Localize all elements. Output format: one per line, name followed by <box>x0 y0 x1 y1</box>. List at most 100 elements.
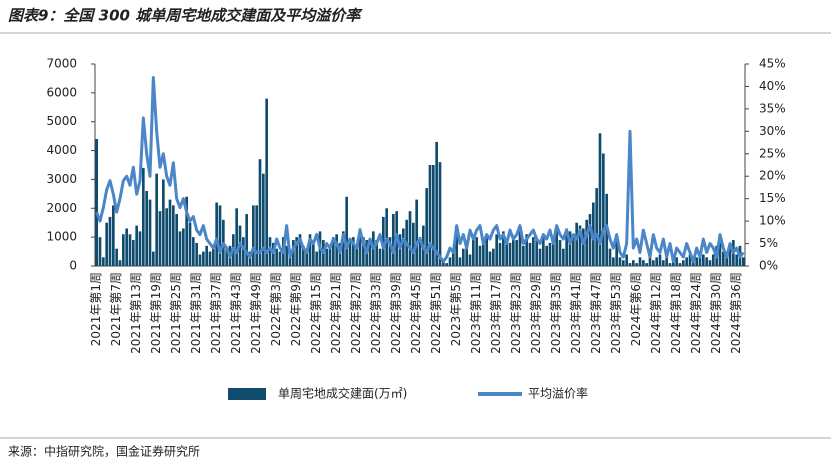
bar <box>648 257 652 266</box>
bar <box>608 248 612 266</box>
bar <box>602 153 605 266</box>
bar <box>678 263 682 266</box>
bar <box>485 237 488 266</box>
bar <box>325 248 328 266</box>
legend-label: 单周宅地成交建面(万㎡) <box>278 386 407 401</box>
bar <box>212 248 215 266</box>
bar <box>532 237 535 266</box>
bar <box>278 251 282 266</box>
bar <box>445 263 448 266</box>
x-tick-label: 2022年第3周 <box>269 272 283 346</box>
y-tick-label: 4000 <box>46 143 77 157</box>
bar <box>488 251 492 266</box>
bar <box>275 248 278 266</box>
bar <box>565 228 568 266</box>
bar <box>218 205 222 266</box>
x-tick-label: 2022年第33周 <box>369 272 383 354</box>
x-tick-label: 2023年第41周 <box>569 272 583 354</box>
bar <box>428 165 432 266</box>
bar <box>672 260 675 266</box>
bar <box>102 257 105 266</box>
source: 来源：中指研究院，国金证券研究所 <box>8 444 200 459</box>
bar <box>162 179 165 266</box>
legend-label: 平均溢价率 <box>528 386 588 401</box>
y-tick-label: 1000 <box>46 230 77 244</box>
bar <box>538 248 542 266</box>
bar <box>158 211 162 266</box>
x-tick-label: 2024年第6周 <box>629 272 643 346</box>
x-tick-label: 2021年第13周 <box>129 272 143 354</box>
bar <box>512 237 515 266</box>
bar <box>492 248 495 266</box>
bar <box>438 162 442 266</box>
bar <box>168 199 172 266</box>
bar <box>285 245 288 266</box>
bar <box>615 240 618 266</box>
bar <box>352 237 355 266</box>
bar <box>252 205 255 266</box>
bar <box>462 248 465 266</box>
bar <box>415 199 418 266</box>
bar <box>198 254 202 266</box>
bar <box>262 173 265 266</box>
y-tick-label: 3000 <box>46 172 77 186</box>
y-tick-label: 5000 <box>46 114 77 128</box>
bar <box>495 234 498 266</box>
bar <box>348 240 352 266</box>
y2-tick-label: 5% <box>759 236 778 250</box>
bar <box>682 260 685 266</box>
bar <box>472 240 475 266</box>
bar <box>362 237 365 266</box>
bar <box>128 234 132 266</box>
y2-tick-label: 25% <box>759 146 786 160</box>
bar <box>418 237 422 266</box>
y-tick-label: 6000 <box>46 85 77 99</box>
y-tick-label: 7000 <box>46 57 77 71</box>
bar <box>148 199 152 266</box>
bar <box>205 245 208 266</box>
bar <box>125 228 128 266</box>
bar <box>178 231 182 266</box>
x-tick-label: 2023年第23周 <box>509 272 523 354</box>
bar <box>595 188 598 266</box>
bar <box>298 234 302 266</box>
bar <box>568 231 572 266</box>
x-tick-label: 2022年第21周 <box>329 272 343 354</box>
y-tick-label: 2000 <box>46 201 77 215</box>
bar <box>145 190 148 266</box>
bar <box>548 242 552 266</box>
bar <box>618 257 622 266</box>
bar <box>388 237 392 266</box>
bar <box>522 245 525 266</box>
bar <box>355 245 358 266</box>
bar <box>185 196 188 266</box>
bar <box>475 237 478 266</box>
bar <box>188 222 192 266</box>
bar <box>288 254 292 266</box>
bar <box>692 260 695 266</box>
bar <box>562 248 565 266</box>
x-tick-label: 2023年第29周 <box>529 272 543 354</box>
bar <box>575 222 578 266</box>
bar <box>108 216 112 266</box>
bar <box>378 248 382 266</box>
bar <box>582 228 585 266</box>
bar <box>622 260 625 266</box>
bar <box>465 242 468 266</box>
bar <box>455 231 458 266</box>
bar <box>132 240 135 266</box>
bar <box>118 260 122 266</box>
bar <box>502 231 505 266</box>
bar <box>705 257 708 266</box>
bar <box>642 260 645 266</box>
bar <box>105 222 108 266</box>
bar <box>718 242 722 266</box>
bar <box>435 141 438 266</box>
y2-tick-label: 45% <box>759 57 786 71</box>
bar <box>725 257 728 266</box>
x-tick-label: 2021年第31周 <box>189 272 203 354</box>
bar <box>652 260 655 266</box>
bar <box>542 234 545 266</box>
bar <box>265 98 268 266</box>
